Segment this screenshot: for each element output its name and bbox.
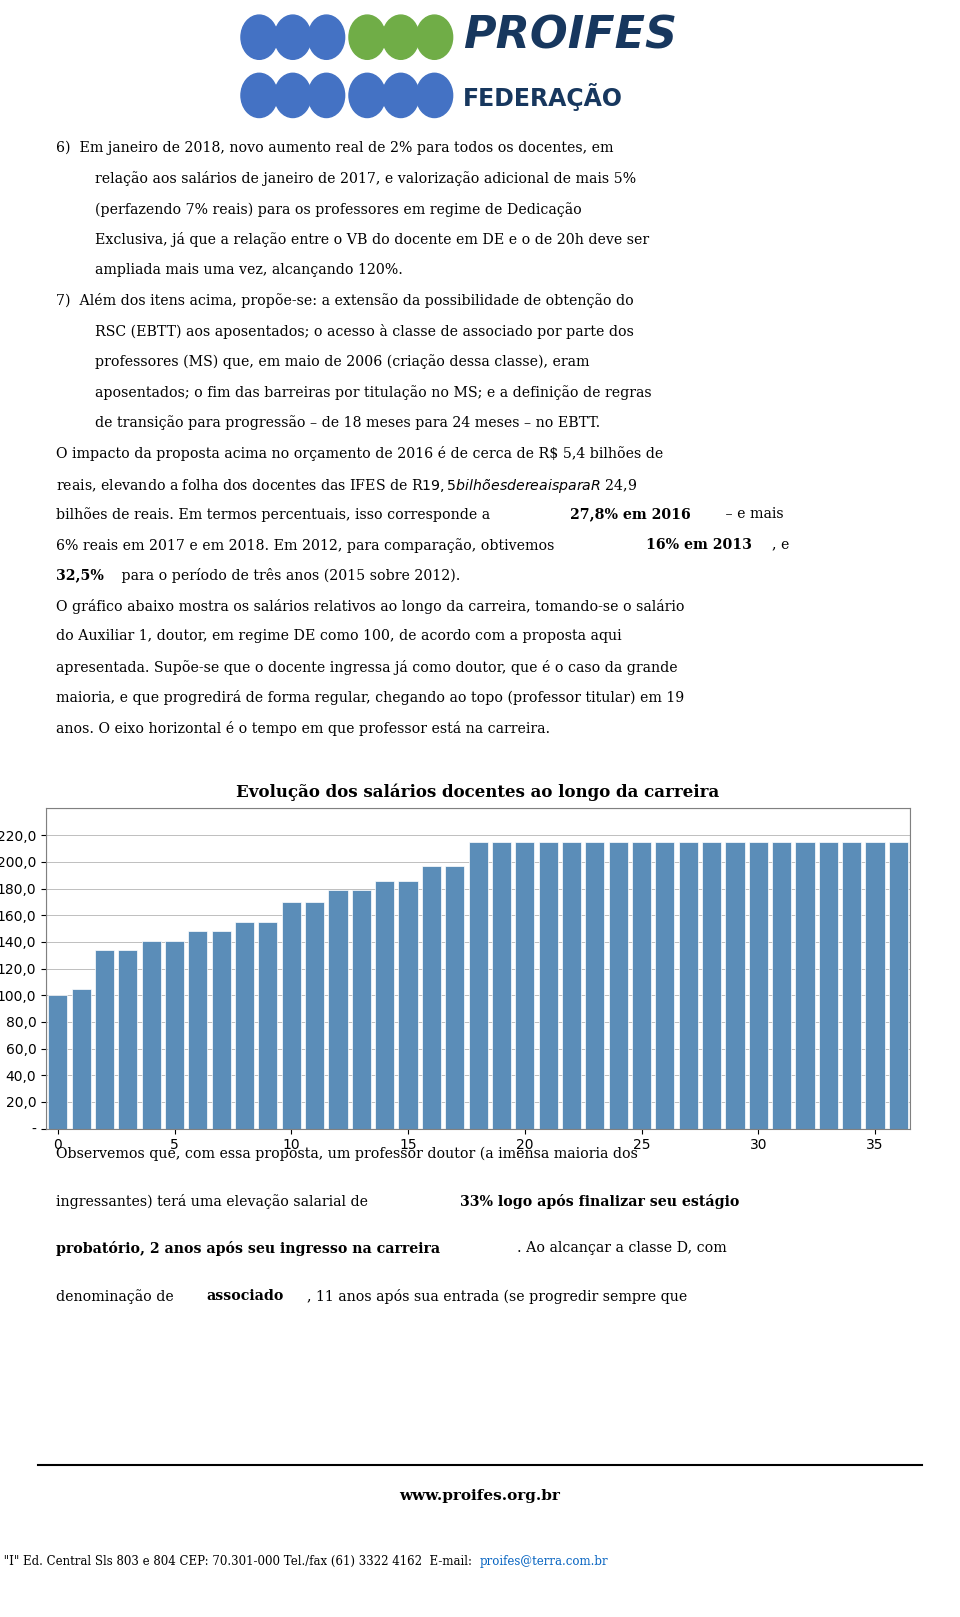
Bar: [632, 842, 651, 1129]
Bar: [842, 842, 861, 1129]
Text: 27,8% em 2016: 27,8% em 2016: [570, 508, 690, 521]
Title: Evolução dos salários docentes ao longo da carreira: Evolução dos salários docentes ao longo …: [236, 784, 720, 802]
Bar: [702, 842, 721, 1129]
Text: PROIFES: PROIFES: [464, 15, 677, 58]
Bar: [539, 842, 558, 1129]
Bar: [95, 949, 114, 1129]
Text: aposentados; o fim das barreiras por titulação no MS; e a definição de regras: aposentados; o fim das barreiras por tit…: [95, 385, 651, 399]
Bar: [796, 842, 815, 1129]
Bar: [679, 842, 698, 1129]
Text: bilhões de reais. Em termos percentuais, isso corresponde a: bilhões de reais. Em termos percentuais,…: [56, 508, 494, 522]
Bar: [398, 881, 418, 1129]
Text: – e mais: – e mais: [721, 508, 783, 521]
Bar: [726, 842, 745, 1129]
Text: SCS Qd. 01, Bl.  "I" Ed. Central Sls 803 e 804 CEP: 70.301-000 Tel./fax (61) 332: SCS Qd. 01, Bl. "I" Ed. Central Sls 803 …: [0, 1554, 480, 1568]
Bar: [235, 922, 254, 1129]
Text: reais, elevando a folha dos docentes das IFES de R$ 19,5 bilhões de reais para R: reais, elevando a folha dos docentes das…: [56, 477, 637, 495]
Text: , e: , e: [772, 538, 789, 551]
Bar: [281, 902, 300, 1129]
Text: ingressantes) terá uma elevação salarial de: ingressantes) terá uma elevação salarial…: [56, 1193, 372, 1210]
Bar: [516, 842, 535, 1129]
Text: maioria, e que progredirá de forma regular, chegando ao topo (professor titular): maioria, e que progredirá de forma regul…: [56, 690, 684, 705]
Bar: [445, 865, 465, 1129]
Bar: [211, 931, 230, 1129]
Circle shape: [308, 15, 345, 60]
Circle shape: [416, 15, 453, 60]
Bar: [421, 865, 441, 1129]
Text: do Auxiliar 1, doutor, em regime DE como 100, de acordo com a proposta aqui: do Auxiliar 1, doutor, em regime DE como…: [56, 629, 621, 644]
Bar: [165, 941, 184, 1129]
Text: denominação de: denominação de: [56, 1289, 178, 1303]
Bar: [749, 842, 768, 1129]
Bar: [72, 988, 90, 1129]
Text: professores (MS) que, em maio de 2006 (criação dessa classe), eram: professores (MS) que, em maio de 2006 (c…: [95, 354, 589, 369]
Text: www.proifes.org.br: www.proifes.org.br: [399, 1489, 561, 1504]
Text: para o período de três anos (2015 sobre 2012).: para o período de três anos (2015 sobre …: [117, 568, 460, 584]
Circle shape: [241, 73, 277, 118]
Text: RSC (EBTT) aos aposentados; o acesso à classe de associado por parte dos: RSC (EBTT) aos aposentados; o acesso à c…: [95, 323, 634, 340]
Bar: [118, 949, 137, 1129]
Bar: [375, 881, 395, 1129]
Circle shape: [382, 73, 419, 118]
Text: anos. O eixo horizontal é o tempo em que professor está na carreira.: anos. O eixo horizontal é o tempo em que…: [56, 721, 550, 736]
Bar: [819, 842, 838, 1129]
Bar: [889, 842, 908, 1129]
Bar: [772, 842, 791, 1129]
Text: proifes@terra.com.br: proifes@terra.com.br: [480, 1554, 609, 1568]
Bar: [586, 842, 605, 1129]
Bar: [492, 842, 511, 1129]
Text: 16% em 2013: 16% em 2013: [646, 538, 753, 551]
Bar: [48, 994, 67, 1129]
Bar: [656, 842, 675, 1129]
Text: relação aos salários de janeiro de 2017, e valorização adicional de mais 5%: relação aos salários de janeiro de 2017,…: [95, 171, 636, 186]
Text: associado: associado: [206, 1289, 284, 1303]
Text: 33% logo após finalizar seu estágio: 33% logo após finalizar seu estágio: [461, 1193, 740, 1210]
Text: O impacto da proposta acima no orçamento de 2016 é de cerca de R$ 5,4 bilhões de: O impacto da proposta acima no orçamento…: [56, 446, 663, 461]
Circle shape: [241, 15, 277, 60]
Circle shape: [275, 15, 311, 60]
Text: Exclusiva, já que a relação entre o VB do docente em DE e o de 20h deve ser: Exclusiva, já que a relação entre o VB d…: [95, 233, 649, 247]
Text: 7)  Além dos itens acima, propõe-se: a extensão da possibilidade de obtenção do: 7) Além dos itens acima, propõe-se: a ex…: [56, 293, 634, 309]
Circle shape: [275, 73, 311, 118]
Text: Observemos que, com essa proposta, um professor doutor (a imensa maioria dos: Observemos que, com essa proposta, um pr…: [56, 1146, 637, 1161]
Bar: [609, 842, 628, 1129]
Circle shape: [349, 15, 386, 60]
Circle shape: [382, 15, 419, 60]
Text: ampliada mais uma vez, alcançando 120%.: ampliada mais uma vez, alcançando 120%.: [95, 264, 402, 277]
Bar: [141, 941, 160, 1129]
Bar: [305, 902, 324, 1129]
Circle shape: [308, 73, 345, 118]
Text: O gráfico abaixo mostra os salários relativos ao longo da carreira, tomando-se o: O gráfico abaixo mostra os salários rela…: [56, 598, 684, 614]
Bar: [258, 922, 277, 1129]
Circle shape: [349, 73, 386, 118]
Text: FEDERAÇÃO: FEDERAÇÃO: [464, 82, 623, 110]
Text: de transição para progressão – de 18 meses para 24 meses – no EBTT.: de transição para progressão – de 18 mes…: [95, 416, 600, 430]
Text: , 11 anos após sua entrada (se progredir sempre que: , 11 anos após sua entrada (se progredir…: [307, 1289, 687, 1303]
Bar: [866, 842, 884, 1129]
Text: apresentada. Supõe-se que o docente ingressa já como doutor, que é o caso da gra: apresentada. Supõe-se que o docente ingr…: [56, 660, 678, 674]
Text: probatório, 2 anos após seu ingresso na carreira: probatório, 2 anos após seu ingresso na …: [56, 1242, 440, 1256]
Bar: [188, 931, 207, 1129]
Text: 6)  Em janeiro de 2018, novo aumento real de 2% para todos os docentes, em: 6) Em janeiro de 2018, novo aumento real…: [56, 141, 613, 155]
Text: 32,5%: 32,5%: [56, 568, 104, 582]
Text: (perfazendo 7% reais) para os professores em regime de Dedicação: (perfazendo 7% reais) para os professore…: [95, 202, 582, 217]
Bar: [351, 889, 371, 1129]
Text: 6% reais em 2017 e em 2018. Em 2012, para comparação, obtivemos: 6% reais em 2017 e em 2018. Em 2012, par…: [56, 538, 559, 553]
Text: . Ao alcançar a classe D, com: . Ao alcançar a classe D, com: [517, 1242, 727, 1255]
Bar: [468, 842, 488, 1129]
Bar: [562, 842, 581, 1129]
Bar: [328, 889, 348, 1129]
Circle shape: [416, 73, 453, 118]
